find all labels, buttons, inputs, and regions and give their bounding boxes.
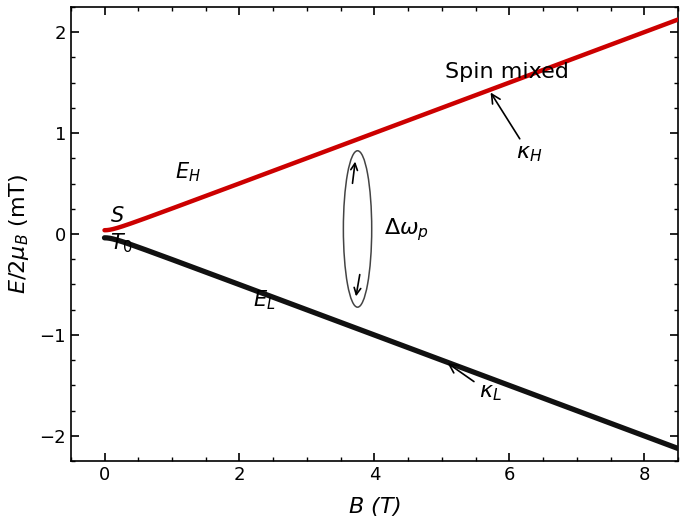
Text: $S$: $S$ — [110, 206, 125, 226]
Text: $T_0$: $T_0$ — [110, 231, 133, 255]
Text: $\Delta\omega_p$: $\Delta\omega_p$ — [384, 216, 429, 243]
Text: $E_H$: $E_H$ — [175, 161, 201, 184]
Text: $\kappa_L$: $\kappa_L$ — [449, 364, 502, 403]
Text: $E_L$: $E_L$ — [253, 289, 275, 312]
Y-axis label: $E/2\mu_B$ (mT): $E/2\mu_B$ (mT) — [7, 174, 31, 294]
Text: $\kappa_H$: $\kappa_H$ — [492, 94, 543, 164]
Text: Spin mixed: Spin mixed — [445, 61, 569, 81]
X-axis label: $B$ (T): $B$ (T) — [348, 495, 401, 518]
